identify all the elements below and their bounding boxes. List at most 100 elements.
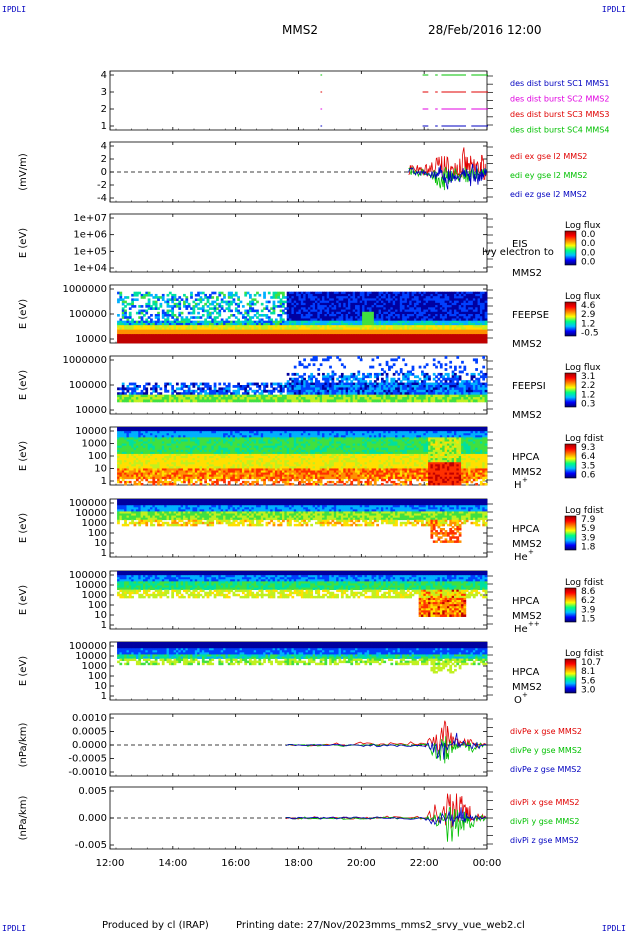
spectrogram-cell <box>190 340 193 344</box>
spectrogram-cell <box>444 327 448 331</box>
spectrogram-cell <box>194 331 198 335</box>
spectrogram-cell <box>194 302 198 306</box>
spectrogram-cell <box>392 318 396 322</box>
spectrogram-cell <box>437 311 441 315</box>
spectrogram-cell <box>274 394 278 398</box>
spectrogram-cell <box>206 320 210 324</box>
spectrogram-cell <box>399 338 403 342</box>
spectrogram-cell <box>138 331 142 335</box>
spectrogram-cell <box>326 314 330 317</box>
spectrogram-cell <box>380 318 384 322</box>
spectrogram-cell <box>171 336 175 339</box>
spectrogram-cell <box>249 340 252 344</box>
spectrogram-cell <box>310 340 314 344</box>
spectrogram-cell <box>307 318 311 322</box>
spectrogram-cell <box>326 380 330 383</box>
spectrogram-cell <box>331 399 335 403</box>
spectrogram-cell <box>357 356 361 359</box>
spectrogram-cell <box>208 296 212 299</box>
spectrogram-cell <box>183 293 186 297</box>
spectrogram-cell <box>282 397 285 400</box>
spectrogram-cell <box>465 389 469 393</box>
spectrogram-cell <box>131 334 134 337</box>
spectrogram-cell <box>124 300 127 304</box>
spectrogram-cell <box>147 293 151 297</box>
spectrogram-cell <box>380 368 384 371</box>
spectrogram-cell <box>331 385 335 388</box>
spectrogram-cell <box>399 291 403 295</box>
spectrogram-cell <box>456 311 460 315</box>
spectrogram-cell <box>213 338 217 342</box>
spectrogram-cell <box>409 370 412 374</box>
spectrogram-cell <box>166 331 170 335</box>
spectrogram-cell <box>458 327 462 331</box>
spectrogram-cell <box>446 327 450 331</box>
spectrogram-cell <box>154 340 158 344</box>
spectrogram-cell <box>461 305 464 308</box>
spectrogram-cell <box>423 318 427 322</box>
spectrogram-cell <box>303 331 306 335</box>
spectrogram-cell <box>442 375 445 379</box>
spectrogram-cell <box>317 329 321 333</box>
spectrogram-cell <box>388 399 391 403</box>
spectrogram-cell <box>425 338 429 342</box>
spectrogram-cell <box>246 314 250 317</box>
spectrogram-cell <box>319 336 323 339</box>
spectrogram-cell <box>307 307 311 310</box>
spectrogram-cell <box>138 334 142 337</box>
spectrogram-cell <box>317 314 321 317</box>
spectrogram-cell <box>425 382 429 386</box>
spectrogram-cell <box>154 385 158 388</box>
spectrogram-cell <box>208 316 212 319</box>
spectrogram-cell <box>399 370 403 374</box>
spectrogram-cell <box>428 394 431 398</box>
spectrogram-cell <box>234 331 238 335</box>
spectrogram-cell <box>142 399 146 403</box>
spectrogram-cell <box>395 293 398 297</box>
spectrogram-cell <box>406 316 410 319</box>
spectrogram-cell <box>451 387 455 391</box>
spectrogram-cell <box>340 314 344 317</box>
spectrogram-cell <box>388 387 391 391</box>
spectrogram-cell <box>458 370 462 374</box>
spectrogram-cell <box>461 394 464 398</box>
spectrogram-cell <box>183 327 186 331</box>
spectrogram-cell <box>428 291 431 295</box>
spectrogram-cell <box>380 327 384 331</box>
spectrogram-cell <box>347 327 351 331</box>
y-axis-label: (mV/m) <box>18 153 29 191</box>
spectrogram-cell <box>451 380 455 383</box>
spectrogram-cell <box>145 325 149 328</box>
spectrogram-cell <box>305 309 309 313</box>
spectrogram-cell <box>190 311 193 315</box>
spectrogram-cell <box>406 291 410 295</box>
spectrogram-cell <box>258 338 262 342</box>
spectrogram-cell <box>385 375 389 379</box>
spectrogram-cell <box>449 338 453 342</box>
spectrogram-cell <box>373 392 377 396</box>
spectrogram-cell <box>314 302 318 306</box>
spectrogram-cell <box>135 340 139 344</box>
spectrogram-cell <box>173 314 177 317</box>
spectrogram-cell <box>187 302 191 306</box>
spectrogram-cell <box>133 293 137 297</box>
spectrogram-cell <box>296 340 299 344</box>
spectrogram-cell <box>406 314 410 317</box>
spectrogram-cell <box>347 307 351 310</box>
spectrogram-cell <box>298 296 302 299</box>
spectrogram-cell <box>293 399 297 403</box>
spectrogram-cell <box>470 314 474 317</box>
spectrogram-cell <box>456 316 460 319</box>
spectrogram-cell <box>197 320 200 324</box>
spectrogram-cell <box>437 318 441 322</box>
spectrogram-cell <box>454 387 457 391</box>
spectrogram-cell <box>126 336 130 339</box>
spectrogram-cell <box>364 380 368 383</box>
spectrogram-cell <box>138 309 142 313</box>
spectrogram-cell <box>402 331 405 335</box>
spectrogram-cell <box>119 392 123 396</box>
spectrogram-cell <box>359 329 363 333</box>
spectrogram-cell <box>256 340 259 344</box>
spectrogram-cell <box>425 385 429 388</box>
spectrogram-cell <box>479 305 483 308</box>
